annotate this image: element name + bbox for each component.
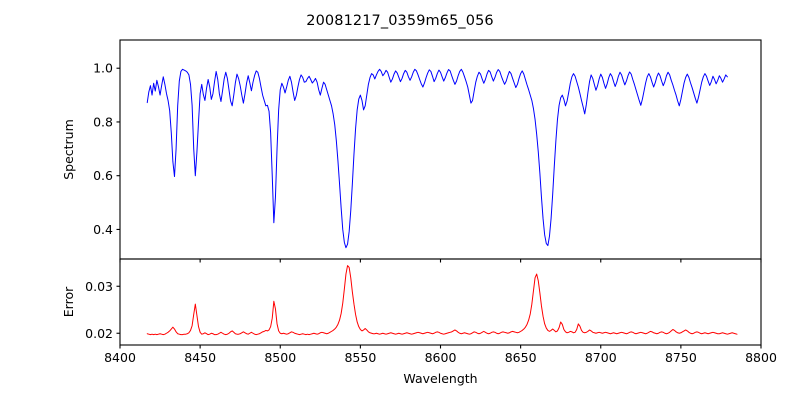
y-axis-label-error: Error — [61, 286, 76, 317]
axes-error: 0.02 0.03 8400 8450 8500 8550 8600 8650 8700 8750… — [61, 258, 777, 386]
xtick-label: 8400 — [104, 350, 136, 365]
y-axis-label-spectrum: Spectrum — [61, 119, 76, 180]
figure-title: 20081217_0359m65_056 — [306, 13, 494, 29]
xtick-label: 8450 — [184, 350, 216, 365]
xtick-label: 8500 — [264, 350, 296, 365]
xtick-label: 8700 — [585, 350, 617, 365]
ytick-label: 0.4 — [93, 222, 113, 237]
xtick-label: 8800 — [745, 350, 777, 365]
x-axis-label: Wavelength — [403, 371, 477, 386]
series-spectrum — [146, 68, 728, 249]
xtick-label: 8650 — [505, 350, 537, 365]
axes-spectrum: 0.4 0.6 0.8 1.0 Spectrum — [61, 39, 762, 263]
ytick-label: 0.02 — [85, 326, 113, 341]
xtick-label: 8750 — [665, 350, 697, 365]
xtick-label: 8600 — [425, 350, 457, 365]
series-error — [146, 265, 738, 336]
ytick-label: 0.8 — [93, 114, 113, 129]
xtick-label: 8550 — [344, 350, 376, 365]
ytick-label: 0.6 — [93, 168, 113, 183]
ytick-label: 1.0 — [93, 61, 113, 76]
ytick-label: 0.03 — [85, 279, 113, 294]
